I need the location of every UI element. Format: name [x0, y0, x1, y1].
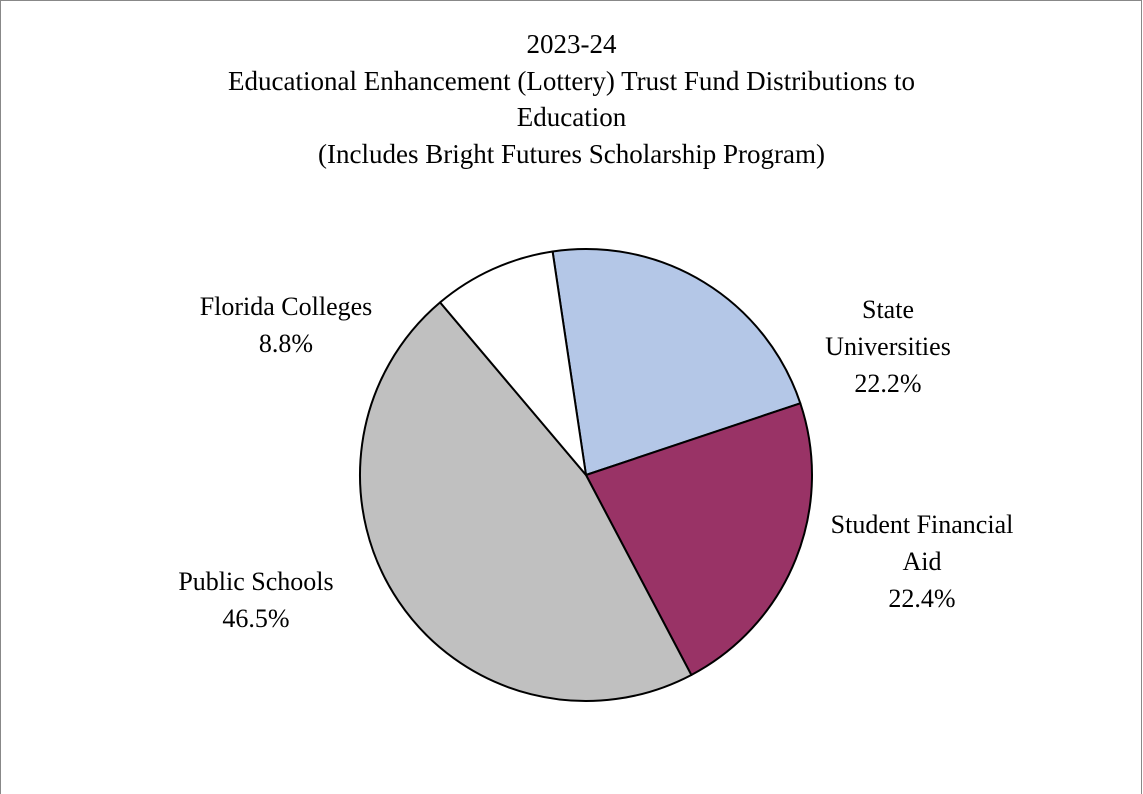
value-label: 22.2%: [854, 369, 922, 398]
value-label: 46.5%: [222, 604, 290, 633]
data-label: Student Financial Aid 22.4%: [822, 506, 1022, 617]
pie-slice: [551, 248, 802, 476]
value-label: 8.8%: [258, 329, 314, 358]
data-label: Public Schools 46.5%: [146, 563, 366, 637]
data-label: Florida Colleges 8.8%: [146, 288, 426, 362]
chart-title: 2023-24 Educational Enhancement (Lottery)…: [0, 26, 1143, 172]
pie-slice: [439, 250, 587, 476]
category-label: Student Financial Aid: [830, 510, 1014, 576]
category-label: Public Schools: [178, 567, 334, 596]
title-line: Education: [516, 102, 627, 132]
title-line: (Includes Bright Futures Scholarship Pro…: [318, 138, 825, 169]
category-label: Florida Colleges: [199, 292, 373, 321]
title-line: 2023-24: [526, 29, 617, 59]
category-label: State Universities: [825, 295, 951, 361]
data-label: State Universities 22.2%: [798, 291, 978, 402]
pie-slice: [359, 301, 693, 702]
pie-slice: [585, 402, 813, 676]
value-label: 22.4%: [888, 584, 956, 613]
title-line: Educational Enhancement (Lottery) Trust …: [228, 65, 915, 96]
